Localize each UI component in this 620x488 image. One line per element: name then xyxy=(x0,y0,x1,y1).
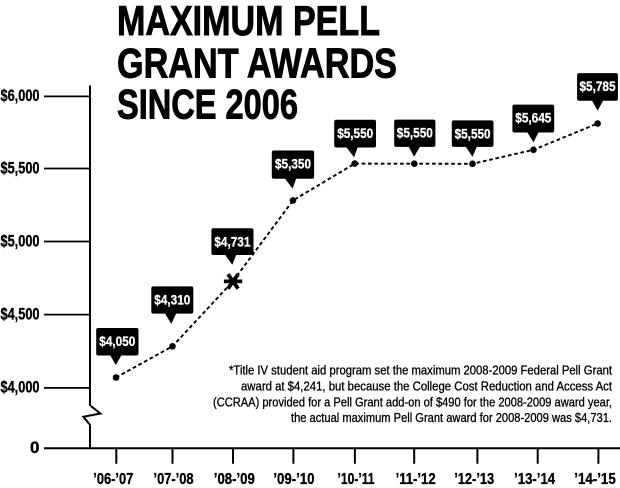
svg-text:$5,550: $5,550 xyxy=(455,126,491,141)
svg-text:$5,500: $5,500 xyxy=(1,158,40,177)
svg-text:SINCE 2006: SINCE 2006 xyxy=(117,81,298,128)
svg-text:*Title IV student aid program: *Title IV student aid program set the ma… xyxy=(229,364,612,378)
svg-text:’09-’10: ’09-’10 xyxy=(273,471,314,488)
svg-text:(CCRAA) provided for a Pell Gr: (CCRAA) provided for a Pell Grant add-on… xyxy=(213,396,612,410)
svg-text:’11-’12: ’11-’12 xyxy=(396,471,436,488)
svg-text:’10-’11: ’10-’11 xyxy=(338,471,375,488)
svg-text:the actual maximum Pell Grant: the actual maximum Pell Grant award for … xyxy=(291,411,612,425)
svg-text:$5,000: $5,000 xyxy=(1,231,40,250)
svg-text:$5,645: $5,645 xyxy=(515,111,551,126)
svg-text:$5,785: $5,785 xyxy=(580,79,616,94)
svg-text:$4,310: $4,310 xyxy=(154,292,190,307)
svg-text:’13-’14: ’13-’14 xyxy=(514,471,555,488)
svg-text:’12-’13: ’12-’13 xyxy=(454,471,494,488)
svg-text:’14-’15: ’14-’15 xyxy=(574,471,616,488)
svg-text:MAXIMUM PELL: MAXIMUM PELL xyxy=(117,0,380,44)
svg-text:’08-’09: ’08-’09 xyxy=(214,471,255,488)
svg-text:’07-’08: ’07-’08 xyxy=(154,471,194,488)
svg-text:$5,550: $5,550 xyxy=(397,126,433,141)
svg-text:award at $4,241, but because t: award at $4,241, but because the College… xyxy=(241,380,612,394)
svg-text:0: 0 xyxy=(30,438,39,457)
svg-text:$4,050: $4,050 xyxy=(99,334,135,349)
svg-text:$4,731: $4,731 xyxy=(214,234,250,249)
svg-text:$5,350: $5,350 xyxy=(275,157,311,172)
svg-text:’06-’07: ’06-’07 xyxy=(93,471,133,488)
svg-text:GRANT AWARDS: GRANT AWARDS xyxy=(117,40,397,87)
svg-text:$5,550: $5,550 xyxy=(337,126,373,141)
svg-text:$4,500: $4,500 xyxy=(1,304,40,323)
svg-text:$4,000: $4,000 xyxy=(1,378,40,397)
svg-text:$6,000: $6,000 xyxy=(1,86,40,105)
